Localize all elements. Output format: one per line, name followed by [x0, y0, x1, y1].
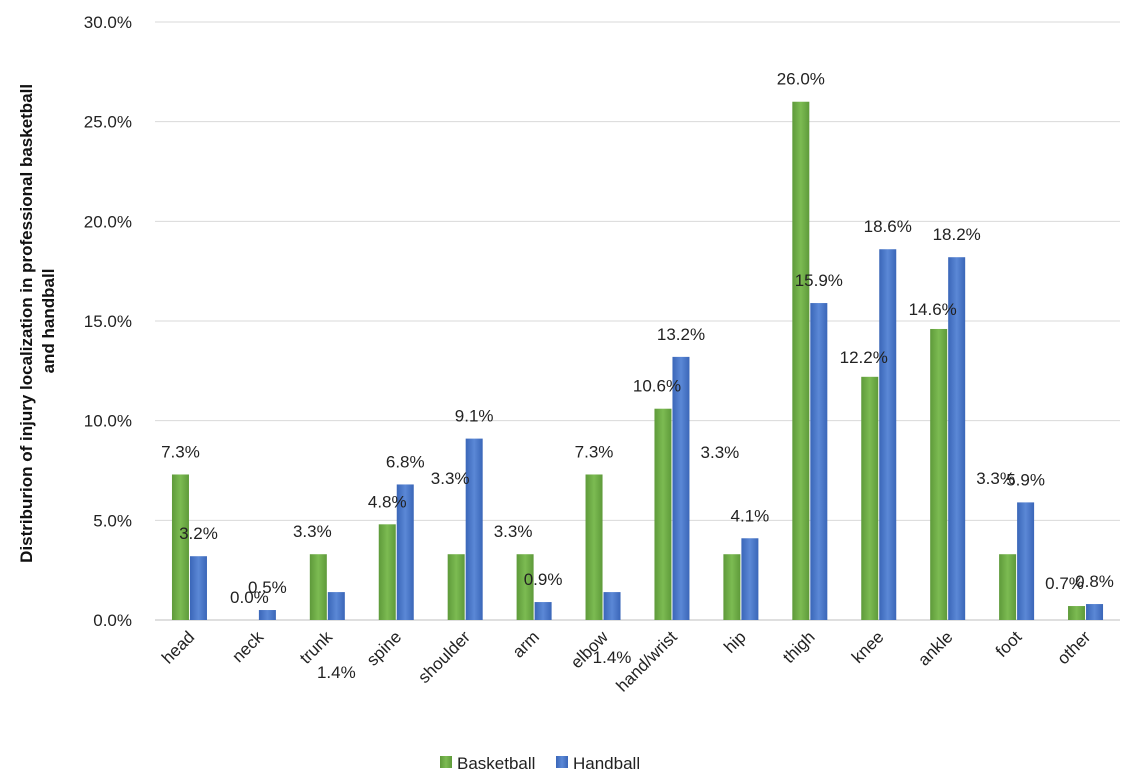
x-category-label: foot [992, 627, 1026, 661]
data-label-basketball-ankle: 14.6% [909, 300, 957, 319]
data-label-basketball-thigh: 26.0% [777, 70, 825, 89]
bar-handball-foot [1017, 502, 1035, 620]
bar-handball-trunk [327, 592, 345, 620]
data-label-basketball-spine: 4.8% [368, 492, 407, 511]
bar-handball-spine [396, 484, 414, 620]
bar-basketball-hand-wrist [654, 408, 672, 620]
bar-basketball-head [171, 474, 189, 620]
bar-handball-ankle [948, 257, 966, 620]
x-category-label: other [1054, 627, 1095, 668]
y-tick-label: 20.0% [84, 212, 132, 231]
x-category-label: neck [228, 627, 267, 666]
data-label-basketball-foot: 3.3% [976, 469, 1015, 488]
data-label-handball-knee: 18.6% [864, 217, 912, 236]
bar-basketball-hip [723, 554, 741, 620]
data-label-handball-spine: 6.8% [386, 452, 425, 471]
y-tick-label: 10.0% [84, 412, 132, 431]
bar-basketball-thigh [792, 101, 810, 620]
bar-basketball-trunk [309, 554, 327, 620]
x-category-label: hip [720, 627, 749, 656]
bar-basketball-arm [516, 554, 534, 620]
bar-handball-elbow [603, 592, 621, 620]
data-label-handball-other: 0.8% [1075, 572, 1114, 591]
legend-label-handball: Handball [573, 754, 640, 773]
data-label-handball-neck: 0.5% [248, 578, 287, 597]
data-label-handball-shoulder: 9.1% [455, 407, 494, 426]
bar-basketball-elbow [585, 474, 603, 620]
x-category-label: shoulder [414, 627, 474, 687]
legend-swatch-handball [556, 756, 568, 768]
y-axis-tick-labels: 0.0% 5.0% 10.0% 15.0% 20.0% 25.0% 30.0% [84, 13, 132, 630]
data-label-handball-foot: 5.9% [1006, 470, 1045, 489]
data-label-basketball-other: 0.7% [1045, 574, 1084, 593]
data-label-handball-arm: 0.9% [524, 570, 563, 589]
bar-handball-head [189, 556, 207, 620]
data-labels: 7.3% 3.2% 0.0%0.5% 3.3% 1.4% 4.8% 6.8% 3.3% 9.1%… [161, 70, 1114, 682]
y-tick-label: 30.0% [84, 13, 132, 32]
bar-basketball-foot [999, 554, 1017, 620]
bar-basketball-shoulder [447, 554, 465, 620]
y-axis-title-line-1: Distriburion of injury localization in p… [17, 84, 36, 563]
bar-handball-hip [741, 538, 759, 620]
bar-handball-hand-wrist [672, 356, 690, 620]
data-label-basketball-shoulder: 3.3% [431, 469, 470, 488]
data-label-basketball-hip: 3.3% [701, 443, 740, 462]
bar-basketball-other [1068, 606, 1086, 620]
y-tick-label: 25.0% [84, 113, 132, 132]
y-axis-title-line-2: and handball [39, 269, 58, 374]
data-label-handball-elbow: 1.4% [593, 648, 632, 667]
bar-basketball-ankle [930, 328, 948, 620]
x-category-label: head [158, 627, 198, 667]
x-category-label: thigh [779, 627, 819, 667]
data-label-handball-hand-wrist: 13.2% [657, 325, 705, 344]
x-category-label: trunk [296, 627, 337, 668]
bar-handball-neck [258, 610, 276, 620]
data-label-handball-thigh: 15.9% [795, 271, 843, 290]
bar-basketball-spine [378, 524, 396, 620]
data-label-handball-ankle: 18.2% [933, 225, 981, 244]
y-tick-label: 0.0% [93, 611, 132, 630]
bar-handball-thigh [810, 303, 828, 620]
data-label-handball-head: 3.2% [179, 524, 218, 543]
bar-basketball-knee [861, 376, 879, 620]
legend-label-basketball: Basketball [457, 754, 535, 773]
data-label-basketball-elbow: 7.3% [575, 442, 614, 461]
y-tick-label: 15.0% [84, 312, 132, 331]
bar-handball-other [1086, 604, 1104, 620]
data-label-basketball-neck: 0.0% [230, 588, 269, 607]
data-label-handball-hip: 4.1% [731, 506, 770, 525]
legend-swatch-basketball [440, 756, 452, 768]
bar-handball-arm [534, 602, 552, 620]
data-label-basketball-head: 7.3% [161, 442, 200, 461]
data-label-basketball-hand-wrist: 10.6% [633, 377, 681, 396]
legend: Basketball Handball [440, 754, 640, 773]
data-label-basketball-arm: 3.3% [494, 522, 533, 541]
x-category-label: ankle [914, 627, 956, 669]
x-category-label: knee [848, 627, 888, 667]
bar-handball-shoulder [465, 438, 483, 620]
y-axis-title: Distriburion of injury localization in p… [17, 79, 58, 563]
data-label-handball-trunk: 1.4% [317, 663, 356, 682]
x-category-label: spine [363, 627, 405, 669]
y-tick-label: 5.0% [93, 511, 132, 530]
x-category-label: arm [509, 627, 543, 661]
bars [171, 101, 1104, 621]
data-label-basketball-knee: 12.2% [840, 348, 888, 367]
bar-handball-knee [879, 249, 897, 621]
gridlines [155, 21, 1120, 621]
data-label-basketball-trunk: 3.3% [293, 522, 332, 541]
